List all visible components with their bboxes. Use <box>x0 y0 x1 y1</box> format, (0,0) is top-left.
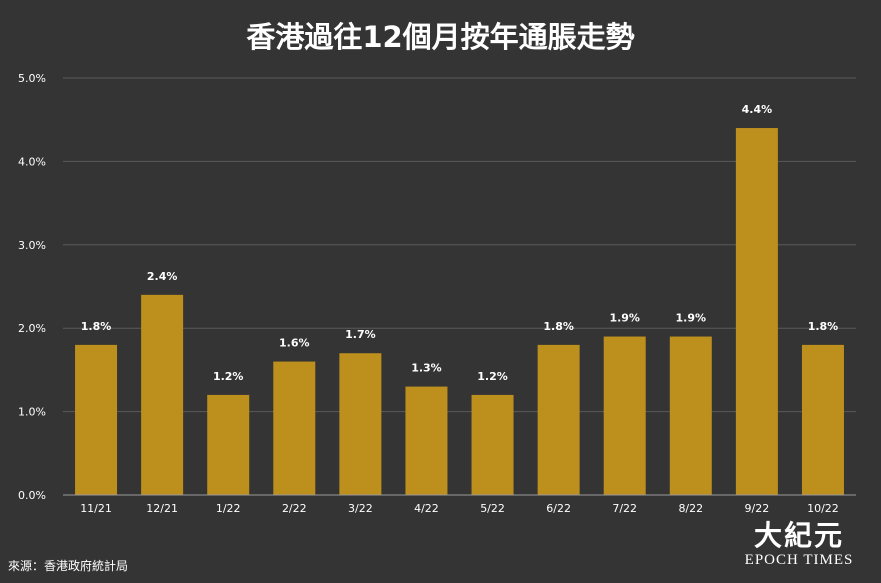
epoch-times-logo: 大紀元 EPOCH TIMES <box>740 521 858 569</box>
bar <box>735 128 778 496</box>
x-tick-label: 5/22 <box>480 502 505 515</box>
data-label: 2.4% <box>147 270 178 283</box>
y-tick-label: 1.0% <box>18 406 46 419</box>
x-tick-label: 2/22 <box>282 502 307 515</box>
bar <box>669 336 712 495</box>
y-tick-label: 4.0% <box>18 155 46 168</box>
logo-chinese: 大紀元 <box>753 519 844 552</box>
data-label: 1.8% <box>81 320 112 333</box>
y-tick-label: 0.0% <box>18 489 46 502</box>
bar <box>273 361 316 495</box>
data-label: 1.2% <box>213 370 244 383</box>
x-tick-label: 3/22 <box>348 502 373 515</box>
source-note: 來源：香港政府統計局 <box>8 559 129 573</box>
x-tick-label: 12/21 <box>146 502 178 515</box>
data-label: 1.9% <box>609 312 640 325</box>
y-tick-label: 2.0% <box>18 322 46 335</box>
chart-title: 香港過往12個月按年通脹走勢 <box>246 20 635 54</box>
x-tick-label: 9/22 <box>745 502 770 515</box>
logo-english: EPOCH TIMES <box>744 552 854 568</box>
bar <box>141 294 184 495</box>
x-tick-label: 10/22 <box>807 502 839 515</box>
y-tick-label: 3.0% <box>18 239 46 252</box>
x-tick-label: 1/22 <box>216 502 241 515</box>
data-label: 1.2% <box>477 370 508 383</box>
bar <box>471 394 514 495</box>
bar <box>405 386 448 495</box>
y-tick-label: 5.0% <box>18 72 46 85</box>
x-tick-label: 11/21 <box>80 502 112 515</box>
x-tick-label: 8/22 <box>678 502 703 515</box>
x-tick-label: 7/22 <box>612 502 637 515</box>
data-label: 4.4% <box>742 103 773 116</box>
bar <box>537 344 580 495</box>
x-tick-label: 4/22 <box>414 502 439 515</box>
x-tick-label: 6/22 <box>546 502 571 515</box>
bar <box>801 344 844 495</box>
bar <box>339 353 382 495</box>
data-label: 1.7% <box>345 328 376 341</box>
bar <box>75 344 118 495</box>
data-label: 1.8% <box>543 320 574 333</box>
data-label: 1.6% <box>279 337 310 350</box>
data-label: 1.8% <box>808 320 839 333</box>
bar <box>603 336 646 495</box>
data-label: 1.9% <box>676 312 707 325</box>
bar <box>207 394 250 495</box>
data-label: 1.3% <box>411 362 442 375</box>
